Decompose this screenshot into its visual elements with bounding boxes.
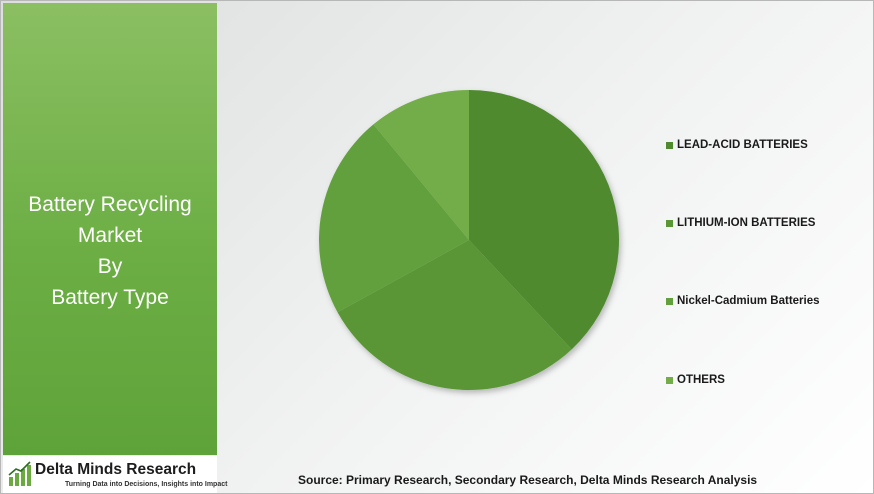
title-line: By <box>97 255 123 278</box>
legend-label: Nickel-Cadmium Batteries <box>677 295 820 307</box>
brand-name: Delta Minds Research <box>35 461 197 478</box>
legend-label: LEAD-ACID BATTERIES <box>677 139 808 151</box>
title-line: Market <box>77 224 143 247</box>
pie-slice <box>319 124 469 313</box>
pie-slice <box>337 240 572 391</box>
legend-swatch <box>666 377 673 384</box>
legend-label: OTHERS <box>677 374 725 386</box>
brand-tagline: Turning Data into Decisions, Insights in… <box>65 481 228 488</box>
bar-chart-logo-icon <box>8 461 31 486</box>
legend-label: LITHIUM-ION BATTERIES <box>677 217 816 229</box>
source-note: Source: Primary Research, Secondary Rese… <box>298 473 758 487</box>
brand-logo: Delta Minds Research Turning Data into D… <box>3 456 227 493</box>
title-panel: Battery Recycling Market By Battery Type <box>3 3 217 455</box>
legend-swatch <box>666 298 673 305</box>
pie-chart <box>319 90 619 391</box>
chart-title: Battery Recycling Market By Battery Type <box>3 189 217 313</box>
legend-swatch <box>666 142 673 149</box>
legend-swatch <box>666 220 673 227</box>
title-line: Battery Recycling <box>28 193 192 216</box>
pie-slice <box>373 90 469 240</box>
pie-slice <box>469 90 619 350</box>
title-line: Battery Type <box>51 286 169 309</box>
